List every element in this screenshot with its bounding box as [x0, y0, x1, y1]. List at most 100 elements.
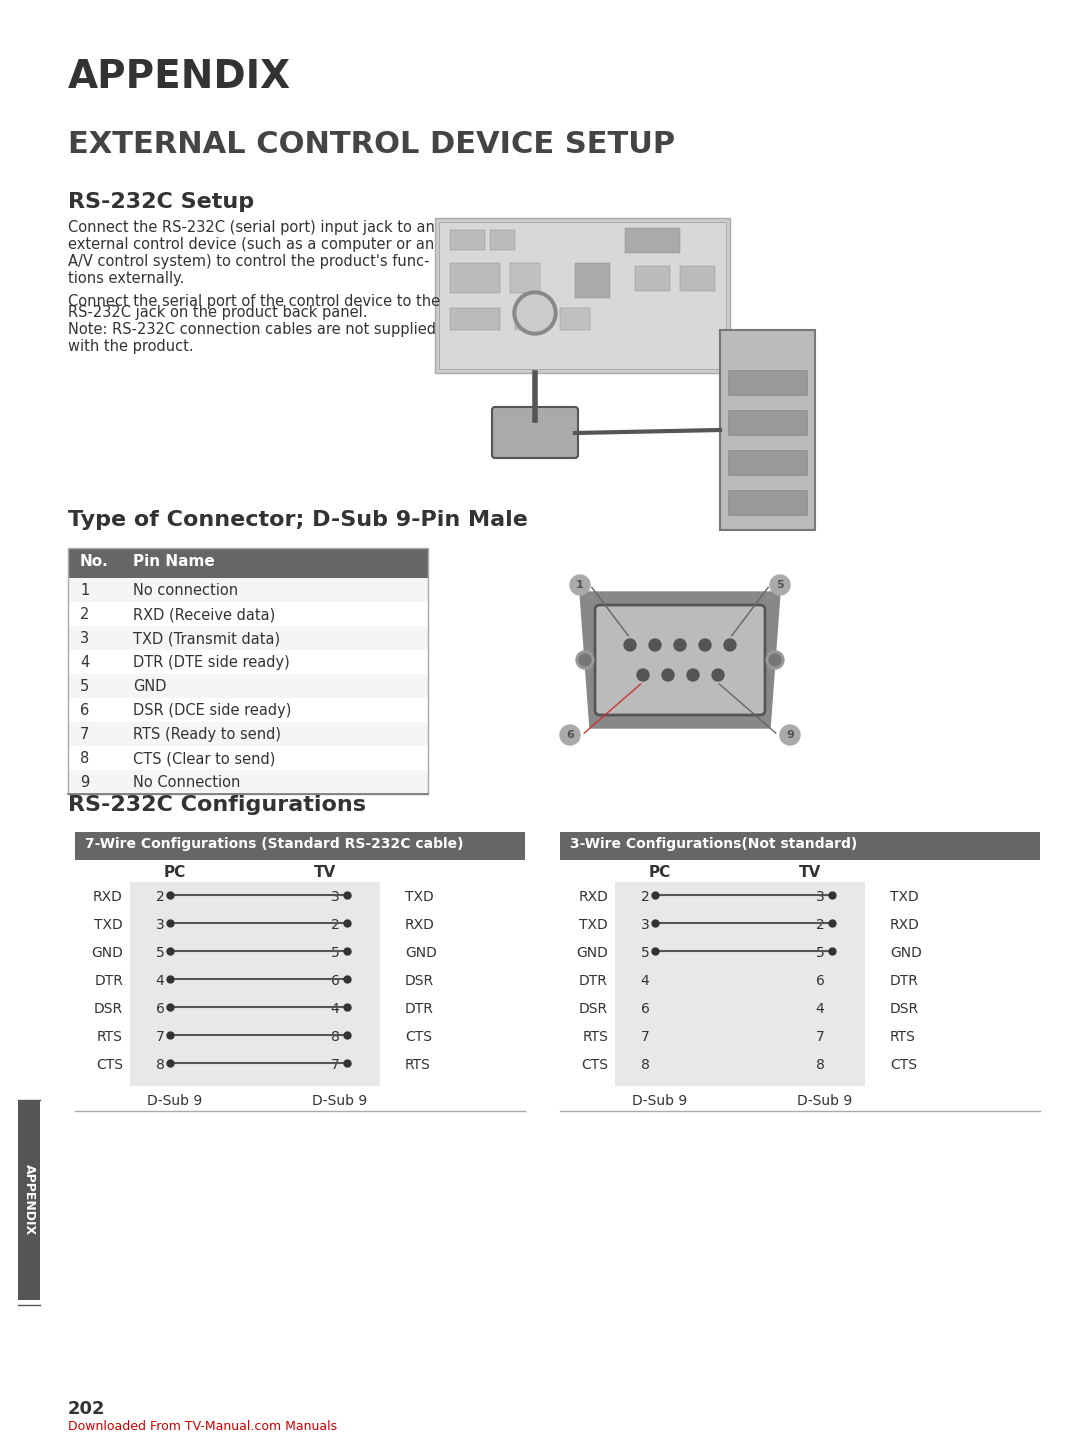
Text: 2: 2	[156, 890, 164, 904]
Text: D-Sub 9: D-Sub 9	[312, 1094, 367, 1107]
FancyBboxPatch shape	[68, 549, 428, 577]
Text: 2: 2	[80, 608, 90, 622]
Text: 6: 6	[640, 1002, 649, 1017]
Text: RTS: RTS	[582, 1030, 608, 1044]
Text: 9: 9	[80, 775, 90, 791]
Text: external control device (such as a computer or an: external control device (such as a compu…	[68, 238, 434, 252]
Text: APPENDIX: APPENDIX	[68, 58, 292, 96]
Text: 5: 5	[330, 946, 339, 960]
Text: No Connection: No Connection	[133, 775, 241, 791]
Text: Note: RS-232C connection cables are not supplied: Note: RS-232C connection cables are not …	[68, 323, 436, 337]
FancyBboxPatch shape	[68, 770, 428, 793]
FancyBboxPatch shape	[728, 449, 807, 475]
Text: 6: 6	[566, 730, 573, 740]
FancyBboxPatch shape	[490, 230, 515, 251]
FancyBboxPatch shape	[595, 605, 765, 716]
FancyBboxPatch shape	[68, 577, 428, 602]
FancyBboxPatch shape	[435, 217, 730, 373]
Text: RTS: RTS	[890, 1030, 916, 1044]
Text: TXD: TXD	[94, 919, 123, 932]
FancyBboxPatch shape	[615, 881, 865, 1086]
Text: 5: 5	[640, 946, 649, 960]
Text: 8: 8	[640, 1058, 649, 1071]
Text: 202: 202	[68, 1400, 106, 1418]
Circle shape	[766, 651, 784, 670]
Text: TXD: TXD	[579, 919, 608, 932]
Text: DTR: DTR	[94, 973, 123, 988]
Text: RS-232C jack on the product back panel.: RS-232C jack on the product back panel.	[68, 305, 367, 320]
FancyBboxPatch shape	[720, 330, 815, 530]
Text: 4: 4	[640, 973, 649, 988]
Text: TXD: TXD	[890, 890, 919, 904]
FancyBboxPatch shape	[18, 1100, 40, 1300]
Text: Connect the RS-232C (serial port) input jack to an: Connect the RS-232C (serial port) input …	[68, 220, 435, 235]
Circle shape	[724, 639, 735, 651]
FancyBboxPatch shape	[450, 230, 485, 251]
Text: 5: 5	[156, 946, 164, 960]
Text: D-Sub 9: D-Sub 9	[633, 1094, 688, 1107]
Text: with the product.: with the product.	[68, 338, 193, 354]
Circle shape	[662, 670, 674, 681]
Text: RTS (Ready to send): RTS (Ready to send)	[133, 727, 281, 742]
FancyBboxPatch shape	[492, 408, 578, 458]
Text: DTR: DTR	[890, 973, 919, 988]
Text: CTS: CTS	[405, 1030, 432, 1044]
Text: DSR: DSR	[579, 1002, 608, 1017]
Text: tions externally.: tions externally.	[68, 271, 185, 287]
Text: CTS: CTS	[890, 1058, 917, 1071]
Text: 4: 4	[156, 973, 164, 988]
FancyBboxPatch shape	[68, 626, 428, 649]
FancyBboxPatch shape	[68, 649, 428, 674]
FancyBboxPatch shape	[450, 264, 500, 292]
Text: 9: 9	[786, 730, 794, 740]
FancyBboxPatch shape	[515, 308, 545, 330]
Circle shape	[649, 639, 661, 651]
Text: 3: 3	[815, 890, 824, 904]
Text: GND: GND	[890, 946, 922, 960]
Text: 4: 4	[80, 655, 90, 670]
Text: CTS: CTS	[96, 1058, 123, 1071]
Circle shape	[579, 654, 591, 665]
Text: GND: GND	[405, 946, 437, 960]
Text: Downloaded From TV-Manual.com Manuals: Downloaded From TV-Manual.com Manuals	[68, 1420, 337, 1433]
Text: DTR: DTR	[579, 973, 608, 988]
Text: 1: 1	[80, 583, 90, 598]
Text: 7: 7	[330, 1058, 339, 1071]
Polygon shape	[580, 592, 780, 729]
FancyBboxPatch shape	[728, 410, 807, 435]
Text: TXD: TXD	[405, 890, 434, 904]
Text: RXD: RXD	[578, 890, 608, 904]
FancyBboxPatch shape	[561, 832, 1040, 860]
Text: DTR (DTE side ready): DTR (DTE side ready)	[133, 655, 289, 670]
Text: GND: GND	[576, 946, 608, 960]
Text: RTS: RTS	[405, 1058, 431, 1071]
FancyBboxPatch shape	[728, 490, 807, 516]
Circle shape	[687, 670, 699, 681]
Text: 6: 6	[330, 973, 339, 988]
Text: 3: 3	[156, 919, 164, 932]
Text: APPENDIX: APPENDIX	[23, 1165, 36, 1236]
FancyBboxPatch shape	[68, 721, 428, 746]
FancyBboxPatch shape	[68, 674, 428, 698]
Text: RXD: RXD	[890, 919, 920, 932]
Text: 7: 7	[640, 1030, 649, 1044]
Text: 7-Wire Configurations (Standard RS-232C cable): 7-Wire Configurations (Standard RS-232C …	[85, 837, 463, 851]
Text: Connect the serial port of the control device to the: Connect the serial port of the control d…	[68, 294, 441, 310]
Text: DSR (DCE side ready): DSR (DCE side ready)	[133, 703, 292, 719]
Text: TXD (Transmit data): TXD (Transmit data)	[133, 631, 280, 647]
Circle shape	[699, 639, 711, 651]
Text: PC: PC	[649, 865, 671, 880]
Circle shape	[576, 651, 594, 670]
Text: D-Sub 9: D-Sub 9	[797, 1094, 852, 1107]
Text: RS-232C Setup: RS-232C Setup	[68, 192, 254, 212]
Text: GND: GND	[133, 680, 166, 694]
Text: 3-Wire Configurations(Not standard): 3-Wire Configurations(Not standard)	[570, 837, 858, 851]
FancyBboxPatch shape	[68, 746, 428, 770]
Text: 6: 6	[156, 1002, 164, 1017]
Text: 8: 8	[156, 1058, 164, 1071]
Circle shape	[637, 670, 649, 681]
Circle shape	[624, 639, 636, 651]
Text: No.: No.	[80, 554, 109, 569]
Circle shape	[780, 724, 800, 744]
Text: 3: 3	[80, 631, 90, 647]
